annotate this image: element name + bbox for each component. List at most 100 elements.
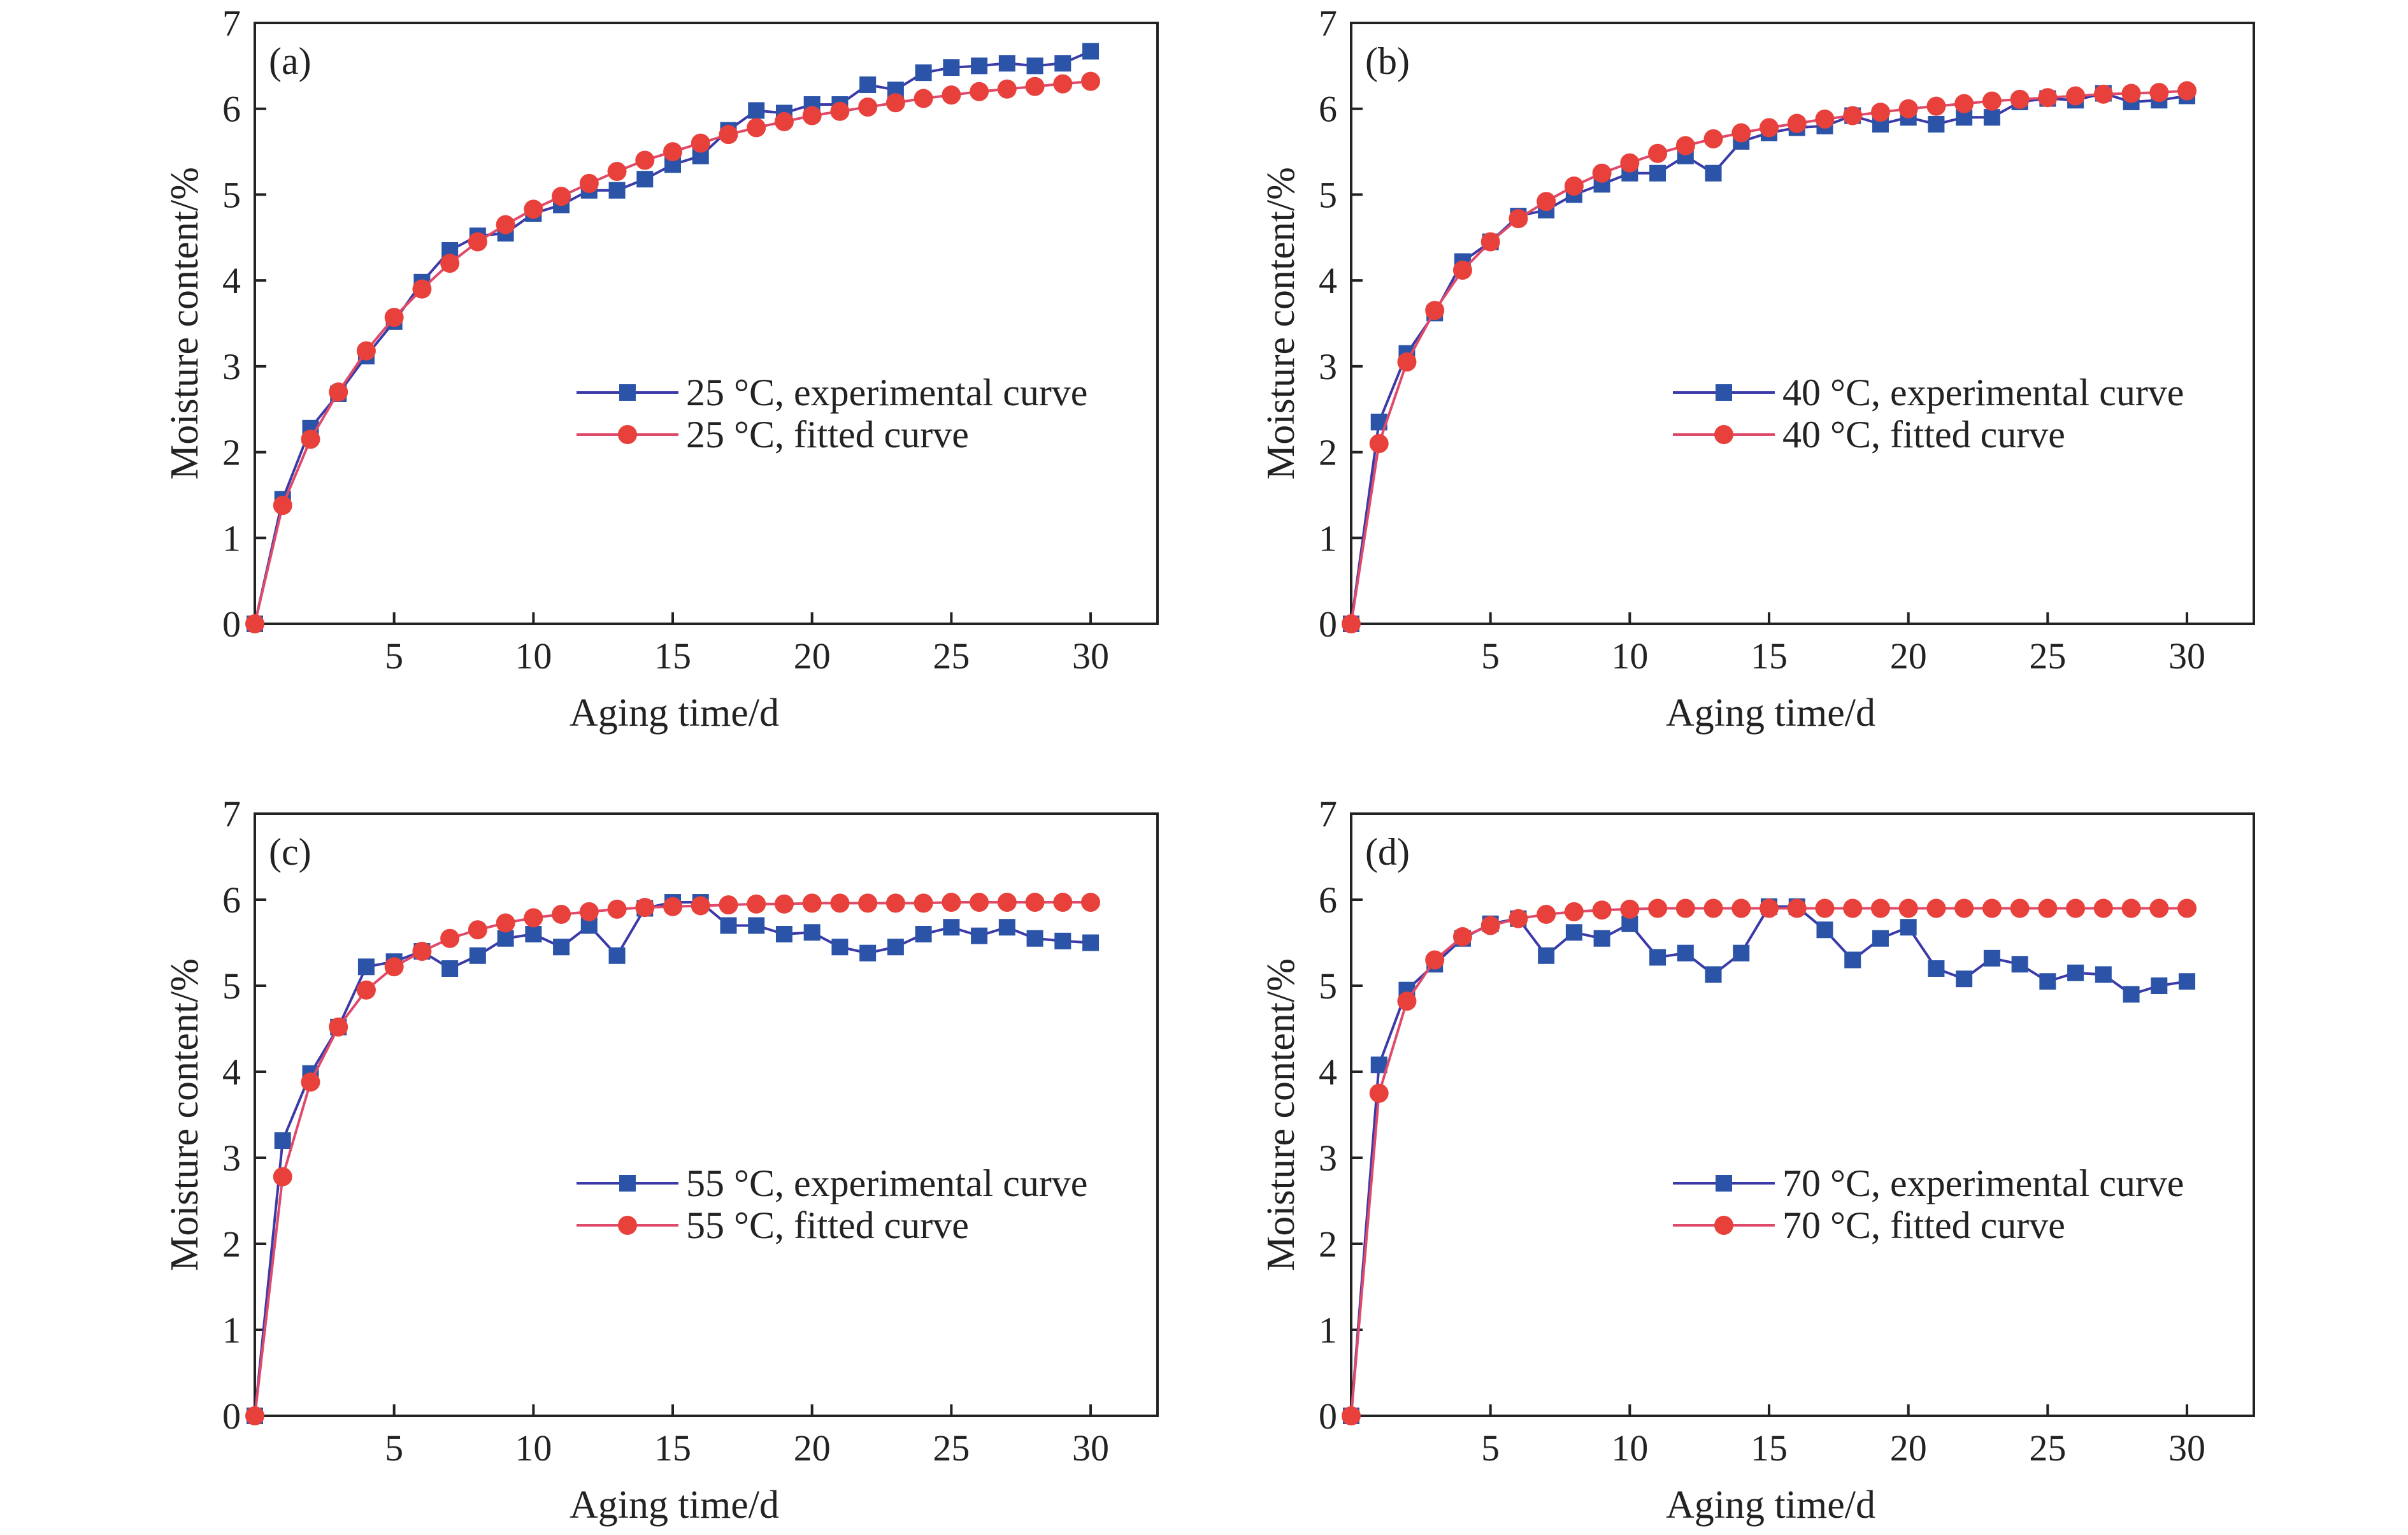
data-point-circle [914,89,933,108]
data-point-square [1844,951,1861,969]
data-point-circle [1703,898,1723,918]
data-point-circle [747,118,766,138]
data-point-circle [1592,163,1612,183]
data-point-square [2095,966,2112,983]
data-point-circle [468,232,487,252]
data-point-circle [1787,113,1807,133]
legend-entry: 25 °C, experimental curve [577,371,1087,414]
data-point-circle [1480,916,1500,935]
y-tick-label: 1 [222,1309,241,1351]
y-tick-label: 4 [222,1051,241,1093]
data-point-circle [1620,899,1640,919]
data-point-circle [1053,74,1073,94]
data-point-circle [1870,103,1890,122]
data-point-circle [384,308,404,328]
data-point-square [2067,964,2084,981]
data-point-square [1082,43,1100,60]
x-tick-label: 15 [1751,1427,1788,1469]
panel-label: (c) [269,831,312,873]
x-axis-label: Aging time/d [570,1483,779,1527]
legend-entry: 40 °C, fitted curve [1673,414,2065,456]
data-point-circle [301,1072,320,1092]
data-point-square [469,947,486,964]
x-axis-label: Aging time/d [1666,1483,1875,1527]
data-point-circle [1759,898,1779,918]
data-point-square [1565,924,1582,941]
data-point-circle [412,942,432,961]
data-point-circle [496,913,515,933]
y-tick-label: 6 [1319,879,1337,921]
series-fitted [245,893,1101,1425]
data-point-circle [1870,898,1890,918]
data-point-circle [914,893,933,913]
data-point-square [1054,55,1071,72]
data-point-square [1538,947,1555,964]
panel-label: (b) [1365,40,1410,82]
x-tick-label: 10 [515,635,552,677]
data-point-square [748,917,765,934]
y-tick-label: 2 [222,1223,241,1265]
x-tick-label: 20 [794,1427,831,1469]
data-point-circle [830,893,850,913]
legend-entry: 25 °C, fitted curve [577,414,969,456]
y-tick-label: 5 [222,965,241,1007]
data-point-square [1983,949,2000,967]
data-point-circle [1081,71,1101,91]
x-axis-label: Aging time/d [570,691,779,735]
x-tick-label: 15 [1751,635,1788,677]
data-point-circle [2121,83,2141,103]
y-tick-label: 3 [1319,1137,1337,1179]
data-point-circle [1648,143,1668,163]
data-point-square [1082,934,1100,951]
legend-entry: 70 °C, fitted curve [1673,1204,2065,1246]
data-point-circle [635,898,655,918]
x-tick-label: 5 [385,1427,403,1469]
y-tick-label: 7 [1319,793,1337,835]
data-point-circle [607,899,627,919]
legend-marker-square [1716,1175,1732,1192]
data-point-circle [1480,232,1500,252]
x-tick-label: 5 [1481,635,1500,677]
data-point-square [1649,949,1666,966]
data-point-square [831,939,849,956]
data-point-square [915,64,932,82]
y-tick-label: 7 [222,793,241,835]
legend-label: 55 °C, fitted curve [686,1204,969,1246]
plot-frame [254,22,1159,625]
data-point-square [1677,944,1694,962]
x-tick-label: 30 [1072,635,1109,677]
y-tick-label: 3 [222,1137,241,1179]
legend-label: 55 °C, experimental curve [686,1162,1087,1204]
data-point-circle [1675,136,1695,155]
legend-entry: 55 °C, fitted curve [577,1204,969,1246]
data-point-circle [663,897,683,916]
x-tick-label: 5 [1481,1427,1500,1469]
x-tick-label: 10 [1611,1427,1648,1469]
panel-a: 0 1 2 3 4 5 6 7 5 10 15 20 25 30 Aging time/d Moisture … [163,3,1159,735]
data-point-circle [2093,898,2113,918]
data-point-circle [468,920,487,940]
legend-marker-circle [618,1216,637,1235]
data-point-square [608,947,626,964]
y-tick-label: 4 [1319,260,1337,301]
plot-frame [254,812,1159,1417]
data-point-circle [1452,260,1472,280]
data-point-square [1928,960,1945,977]
data-point-circle [802,893,822,913]
legend-marker-square [619,1175,636,1192]
data-point-square [553,939,570,956]
data-point-circle [885,93,905,113]
y-tick-label: 7 [1319,3,1337,44]
data-point-square [274,1132,291,1149]
data-point-square [1956,970,1973,988]
data-point-circle [2177,81,2197,101]
data-point-circle [273,1167,292,1186]
legend-marker-circle [1714,425,1733,444]
x-tick-label: 15 [654,1427,691,1469]
x-tick-label: 20 [1890,1427,1927,1469]
data-point-circle [496,215,515,234]
x-tick-label: 5 [385,635,403,677]
data-point-circle [1369,1083,1389,1103]
data-point-square [1816,921,1833,939]
